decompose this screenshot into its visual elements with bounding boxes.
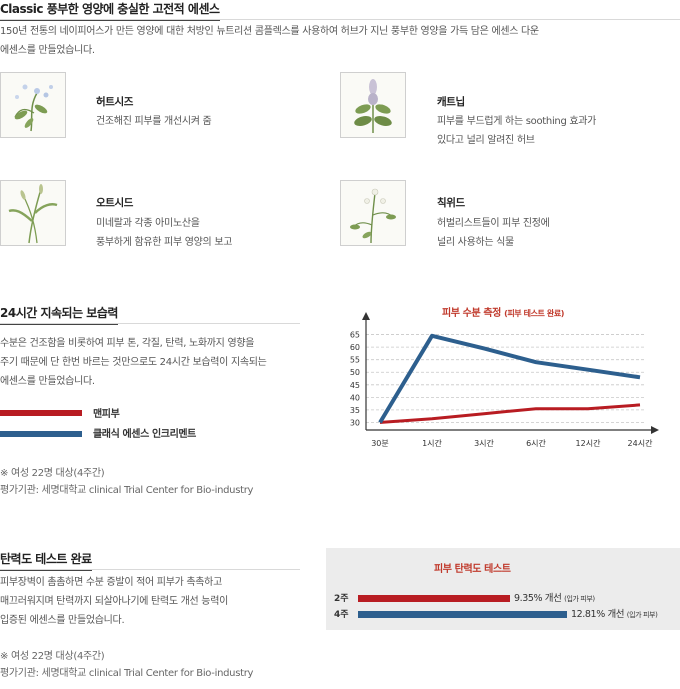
herb-description: 건조해진 피부를 개선시켜 줌: [96, 116, 212, 127]
elasticity-bar-4-weeks: [358, 611, 567, 618]
y-tick-label: 45: [350, 381, 360, 390]
elasticity-value-4-weeks: 12.81% 개선 (입가 피부): [571, 609, 658, 620]
herb-name: 칙위드: [437, 197, 465, 209]
y-axis-arrow-icon: [362, 312, 370, 320]
classic-description: 150년 전통의 네이피어스가 만든 영양에 대한 처방인 뉴트리션 콤플렉스를…: [0, 26, 539, 56]
y-tick-label: 60: [350, 343, 360, 352]
x-tick-label: 12시간: [576, 438, 602, 448]
heartsease-illustration: [14, 84, 53, 132]
herb-description: 미네랄과 각종 아미노산을 풍부하게 함유한 피부 영양의 보고: [96, 218, 233, 248]
x-tick-label: 1시간: [422, 438, 442, 448]
y-tick-label: 30: [350, 418, 360, 427]
herb-name: 오트시드: [96, 197, 134, 209]
y-tick-label: 55: [350, 356, 360, 365]
legend-label-essence: 클래식 에센스 인크리멘트: [93, 429, 196, 440]
x-tick-label: 30분: [371, 439, 389, 448]
legend-label-bare-skin: 맨피부: [93, 409, 120, 420]
x-tick-label: 6시간: [526, 438, 546, 448]
herb-image-chickweed: [340, 180, 406, 246]
y-tick-label: 65: [350, 331, 360, 340]
chart-title: 피부 수분 측정 (피부 테스트 완료): [442, 308, 565, 319]
herb-description: 허벌리스트들이 피부 진정에 널리 사용하는 식물: [437, 218, 550, 248]
y-tick-label: 50: [350, 368, 360, 377]
x-tick-label: 24시간: [628, 438, 654, 448]
elasticity-bar-2-weeks: [358, 595, 510, 602]
study-note: ※ 여성 22명 대상(4주간) 평가기관: 세명대학교 clinical Tr…: [0, 468, 254, 496]
divider: [0, 19, 680, 20]
y-tick-label: 40: [350, 393, 360, 402]
series-line-essence: [378, 333, 641, 424]
elasticity-section-title: 탄력도 테스트 완료: [0, 550, 92, 571]
herb-image-catnip: [340, 72, 406, 138]
herb-image-heartsease: [0, 72, 66, 138]
elasticity-chart-panel: 피부 탄력도 테스트 2주 9.35% 개선 (입가 피부) 4주 12.81%…: [326, 548, 680, 630]
moisture-line-chart: 30 35 40 45 50 55 60 65 30분 1시간 3시간 6시간 12시간 24시간: [350, 312, 659, 448]
herb-name: 허트시즈: [96, 96, 134, 108]
herb-description: 피부를 부드럽게 하는 soothing 효과가 있다고 널리 알려진 허브: [437, 116, 597, 146]
catnip-illustration: [354, 79, 392, 133]
legend-swatch-bare-skin: [0, 410, 82, 416]
moisture-section-title: 24시간 지속되는 보습력: [0, 304, 118, 325]
elasticity-value-2-weeks: 9.35% 개선 (입가 피부): [514, 593, 595, 604]
divider: [0, 569, 300, 570]
herb-name: 캐트닙: [437, 96, 465, 108]
divider: [0, 323, 300, 324]
moisture-description: 수분은 건조함을 비롯하여 피부 톤, 각질, 탄력, 노화까지 영향을 주기 …: [0, 338, 267, 387]
series-line-bare-skin: [379, 403, 641, 424]
y-tick-label: 35: [350, 406, 360, 415]
study-note: ※ 여성 22명 대상(4주간) 평가기관: 세명대학교 clinical Tr…: [0, 651, 254, 679]
herb-image-oatseed: [0, 180, 66, 246]
elasticity-description: 피부장벽이 촘촘하면 수분 증발이 적어 피부가 촉촉하고 매끄러워지며 탄력까…: [0, 577, 228, 626]
x-tick-label: 3시간: [474, 438, 494, 448]
oatseed-illustration: [8, 184, 58, 244]
elasticity-chart-title: 피부 탄력도 테스트: [434, 564, 511, 575]
classic-section-title: Classic 풍부한 영양에 충실한 고전적 에센스: [0, 0, 220, 21]
elasticity-row-label: 4주: [334, 610, 349, 620]
chickweed-illustration: [350, 188, 396, 244]
elasticity-row-label: 2주: [334, 594, 349, 604]
x-axis-arrow-icon: [651, 426, 659, 434]
legend-swatch-essence: [0, 431, 82, 437]
